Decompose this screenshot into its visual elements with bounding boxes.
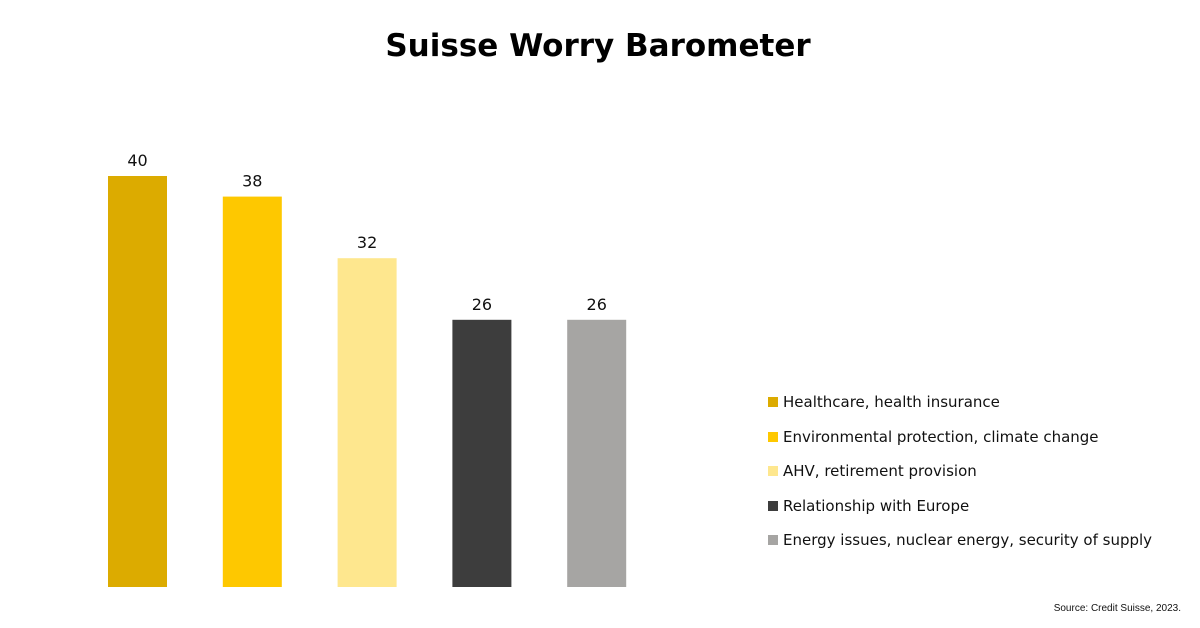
chart-legend: Healthcare, health insurance Environment… xyxy=(768,390,1188,563)
legend-swatch xyxy=(768,535,778,546)
legend-label: Relationship with Europe xyxy=(783,496,970,515)
data-label: 32 xyxy=(357,233,377,252)
legend-label: Healthcare, health insurance xyxy=(783,393,1000,411)
legend-item: Healthcare, health insurance xyxy=(768,390,1188,414)
legend-label: Energy issues, nuclear energy, security … xyxy=(783,531,1153,550)
bar xyxy=(452,319,512,587)
bar xyxy=(567,319,627,587)
bar xyxy=(108,176,167,587)
bars-group xyxy=(108,176,627,587)
chart-title: Suisse Worry Barometer xyxy=(385,28,811,64)
source-note: Source: Credit Suisse, 2023. xyxy=(1053,603,1181,614)
bar xyxy=(337,258,397,587)
legend-item: Energy issues, nuclear energy, security … xyxy=(768,528,1188,552)
legend-swatch xyxy=(768,500,778,511)
legend-item: AHV, retirement provision xyxy=(768,459,1188,483)
data-label: 26 xyxy=(587,295,607,314)
legend-swatch xyxy=(768,466,778,477)
legend-item: Relationship with Europe xyxy=(768,494,1188,518)
data-label: 40 xyxy=(127,151,147,170)
legend-swatch xyxy=(768,431,778,442)
bar xyxy=(222,196,282,587)
legend-label: Environmental protection, climate change xyxy=(783,427,1099,446)
legend-item: Environmental protection, climate change xyxy=(768,425,1188,449)
legend-label: AHV, retirement provision xyxy=(783,462,977,481)
value-labels-group: 40 38 32 26 26 xyxy=(127,151,607,314)
data-label: 26 xyxy=(472,295,492,314)
legend-swatch xyxy=(768,397,778,407)
data-label: 38 xyxy=(242,172,262,191)
